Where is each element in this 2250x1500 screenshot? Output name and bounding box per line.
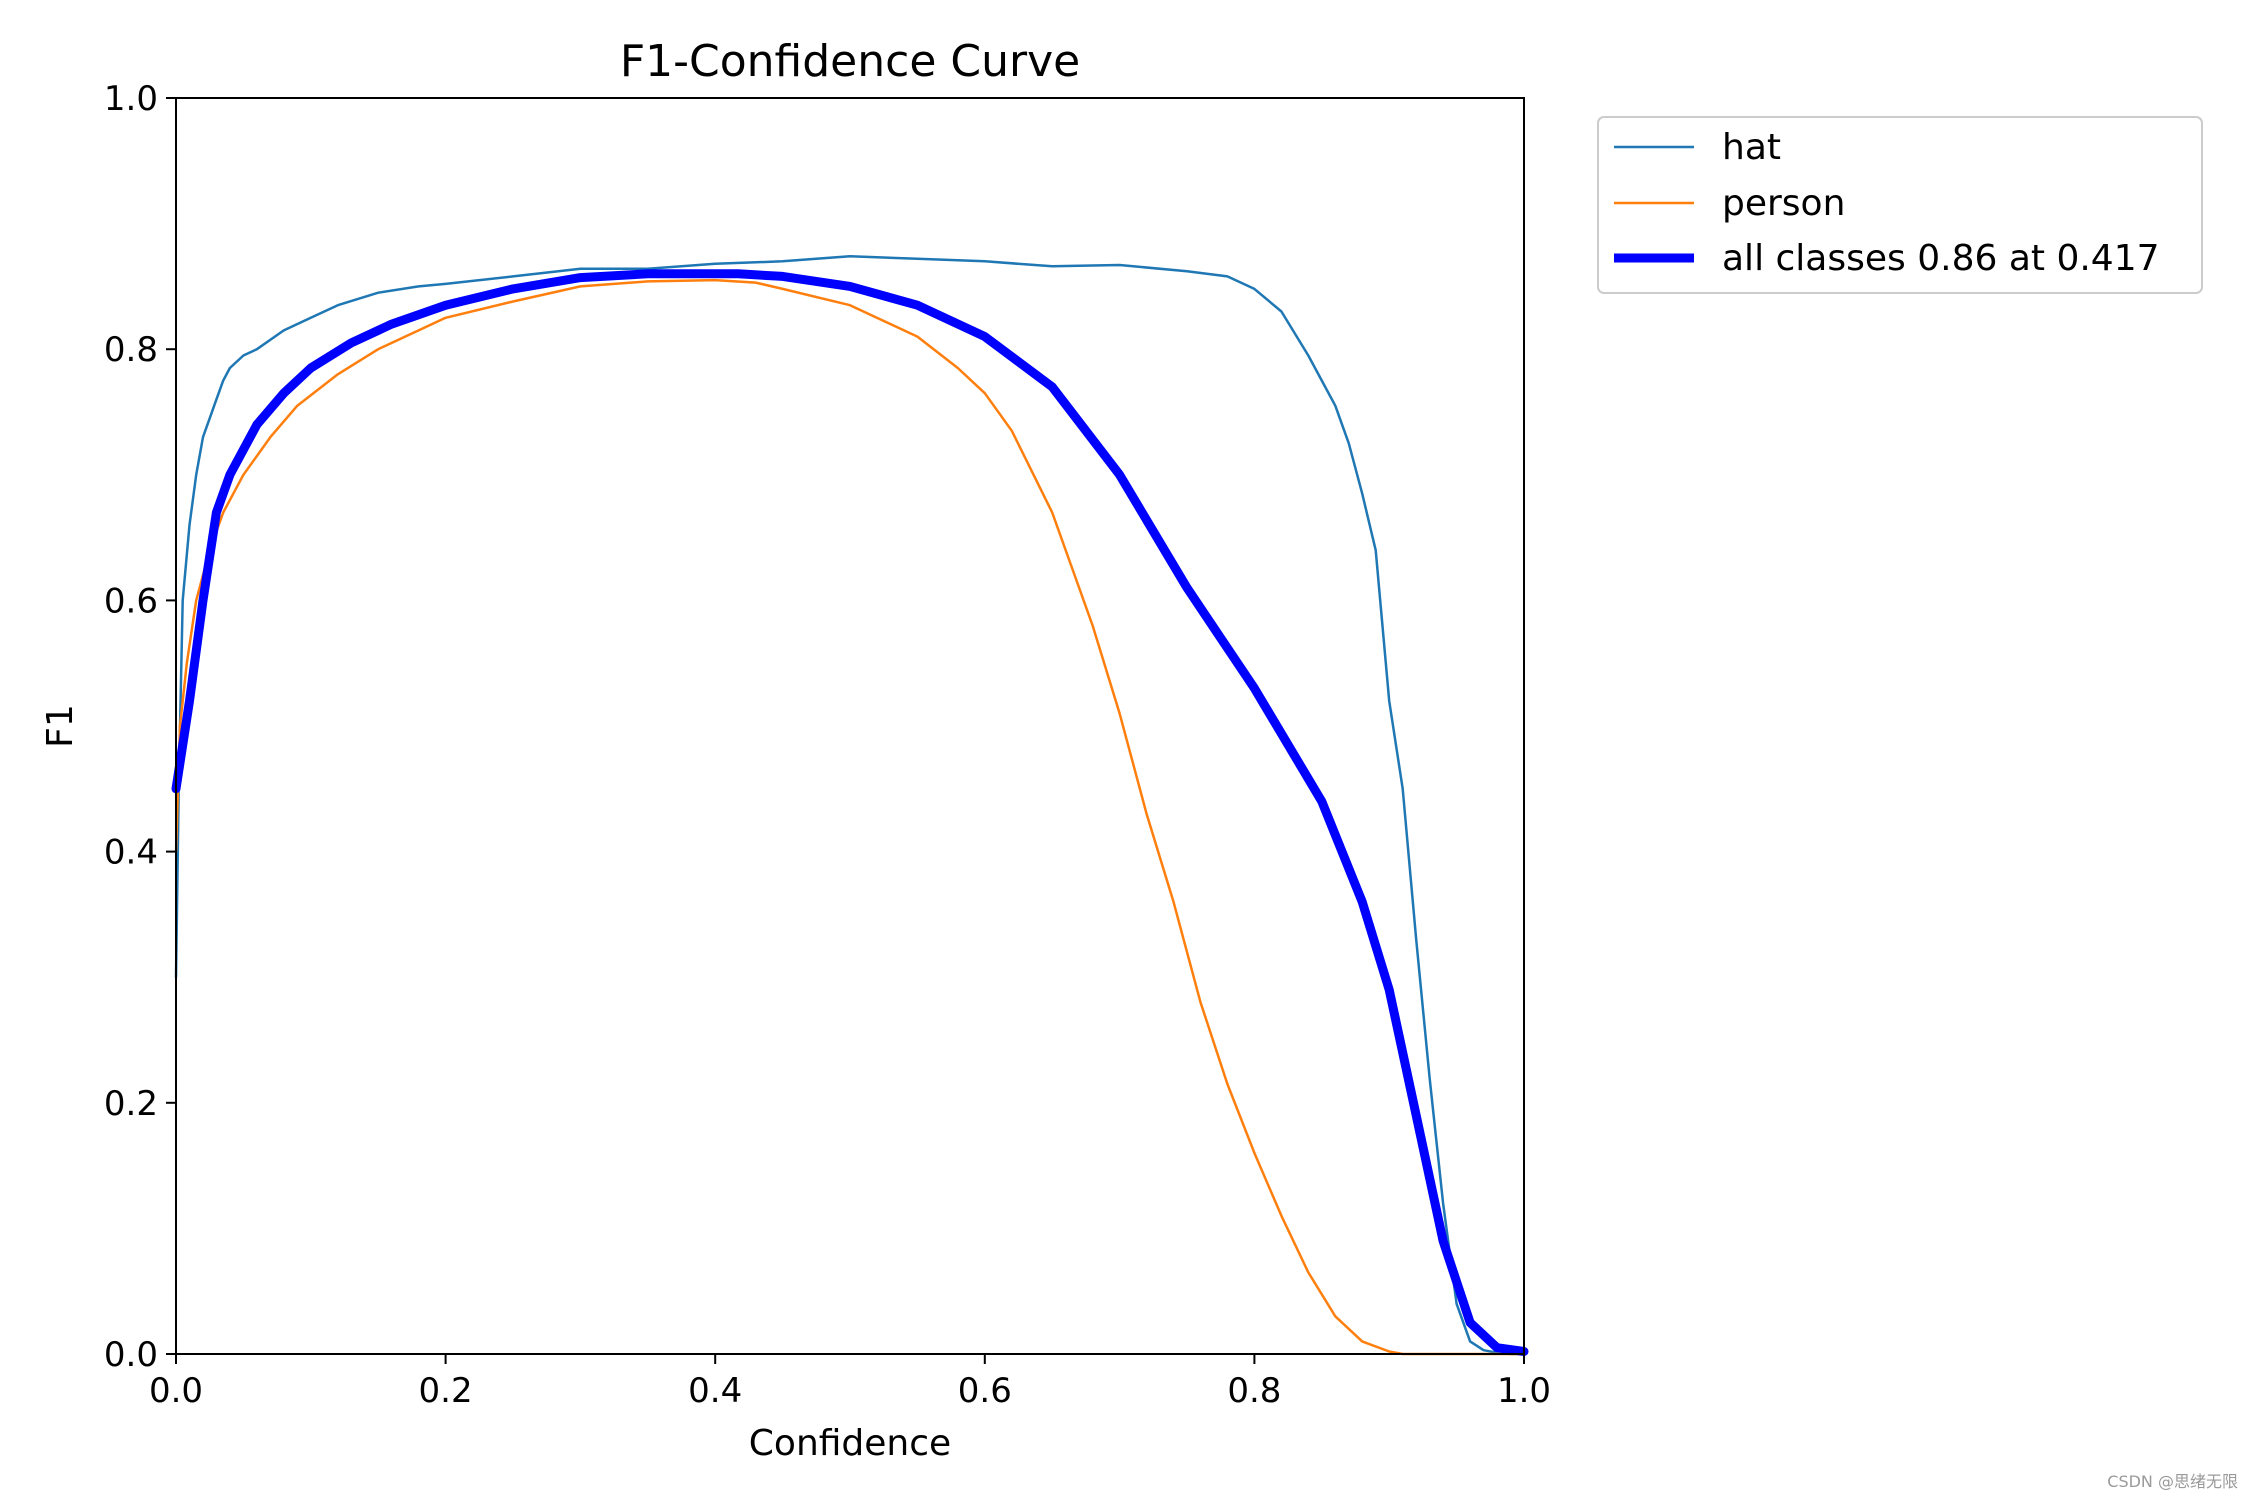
series-line-hat bbox=[174, 255, 1526, 1356]
series-line-person bbox=[174, 278, 1526, 1356]
legend: hat person all classes 0.86 at 0.417 bbox=[1597, 116, 2203, 294]
series-line-all-classes bbox=[171, 269, 1529, 1356]
chart-title: F1-Confidence Curve bbox=[620, 36, 1080, 87]
x-axis-title: Confidence bbox=[749, 1423, 951, 1464]
ticks-layer: 0.0 0.2 0.4 0.6 0.8 1.0 0.0 0.2 0.4 0.6 0.8 1.0 bbox=[104, 79, 1551, 1411]
y-tick-label: 0.6 bbox=[104, 581, 158, 621]
x-tick-label: 0.4 bbox=[688, 1371, 742, 1411]
legend-label: hat bbox=[1722, 127, 1781, 168]
y-tick-label: 0.2 bbox=[104, 1084, 158, 1124]
x-tick-label: 0.0 bbox=[149, 1371, 203, 1411]
legend-label: all classes 0.86 at 0.417 bbox=[1722, 238, 2160, 279]
y-tick-label: 1.0 bbox=[104, 79, 158, 119]
y-tick-label: 0.4 bbox=[104, 833, 158, 873]
y-tick-label: 0.0 bbox=[104, 1335, 158, 1375]
watermark: CSDN @思绪无限 bbox=[2107, 1472, 2238, 1491]
plot-frame bbox=[175, 97, 1525, 1355]
legend-entries: hat person all classes 0.86 at 0.417 bbox=[1614, 127, 2160, 279]
x-tick-label: 1.0 bbox=[1497, 1371, 1551, 1411]
legend-box bbox=[1597, 116, 2203, 294]
y-axis-title: F1 bbox=[40, 704, 81, 748]
x-tick-label: 0.2 bbox=[419, 1371, 473, 1411]
x-tick-label: 0.8 bbox=[1227, 1371, 1281, 1411]
series-layer bbox=[171, 255, 1529, 1356]
legend-label: person bbox=[1722, 183, 1845, 224]
x-tick-label: 0.6 bbox=[958, 1371, 1012, 1411]
y-tick-label: 0.8 bbox=[104, 330, 158, 370]
